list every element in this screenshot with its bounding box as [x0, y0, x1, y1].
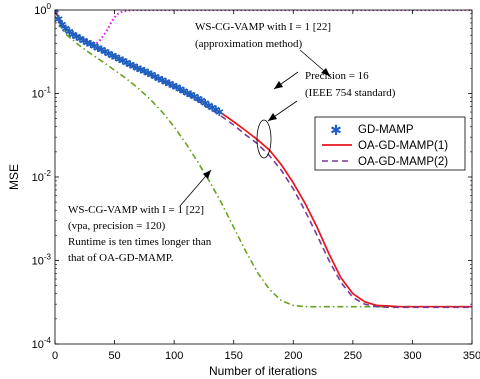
gd-mamp-marker: ✱ [129, 60, 138, 73]
gd-mamp-marker: ✱ [204, 99, 213, 112]
legend-item-oa-gd-mamp-2: OA-GD-MAMP(2) [322, 156, 448, 168]
x-tick-label: 200 [284, 350, 302, 362]
gd-mamp-marker: ✱ [61, 23, 70, 36]
x-axis-label: Number of iterations [209, 364, 317, 378]
gd-mamp-marker: ✱ [193, 93, 202, 106]
legend-marker-star-icon: ✱ [330, 123, 342, 139]
gd-mamp-marker: ✱ [165, 78, 174, 91]
gd-mamp-marker: ✱ [58, 19, 67, 32]
legend-label: OA-GD-MAMP(2) [358, 156, 448, 168]
gd-mamp-marker: ✱ [118, 55, 127, 68]
gd-mamp-marker: ✱ [211, 104, 220, 117]
y-tick-label: 10-2 [32, 169, 52, 184]
x-tick-label: 350 [463, 350, 480, 362]
annotation-vpa-line-1: WS-CG-VAMP with I = 1 [22] [68, 204, 204, 216]
annotation-approx-line-1: WS-CG-VAMP with I = 1 [22] [195, 21, 331, 33]
gd-mamp-marker: ✱ [143, 67, 152, 80]
series-layer: ✱✱✱✱✱✱✱✱✱✱✱✱✱✱✱✱✱✱✱✱✱✱✱✱✱✱✱✱✱✱✱✱✱✱✱✱✱✱✱✱… [50, 4, 472, 309]
ticks-layer: 0 50 100 150 200 250 300 350 100 10-1 10-2 10-3 10-4 [32, 2, 480, 362]
gd-mamp-marker: ✱ [104, 47, 113, 60]
x-tick-label: 50 [108, 350, 120, 362]
annotation-precision16-line-1: Precision = 16 [305, 70, 369, 82]
annotation-precision16-line-2: (IEEE 754 standard) [305, 87, 396, 99]
legend-item-gd-mamp: ✱ GD-MAMP [330, 123, 414, 139]
gd-mamp-marker: ✱ [215, 106, 224, 119]
gd-mamp-marker: ✱ [65, 26, 74, 39]
annotation-vpa-line-3: Runtime is ten times longer than [68, 236, 212, 248]
gd-mamp-marker: ✱ [72, 31, 81, 44]
x-tick-label: 100 [165, 350, 183, 362]
series-line-2 [55, 10, 472, 309]
gd-mamp-marker: ✱ [147, 69, 156, 82]
gd-mamp-marker: ✱ [190, 91, 199, 104]
annotation-approx: WS-CG-VAMP with I = 1 [22] (approximatio… [195, 21, 331, 77]
legend-label: OA-GD-MAMP(1) [358, 140, 448, 152]
y-tick-label: 10-1 [32, 86, 52, 101]
y-axis-label: MSE [7, 164, 21, 190]
gd-mamp-marker: ✱ [100, 46, 109, 59]
gd-mamp-marker: ✱ [111, 51, 120, 64]
gd-mamp-marker: ✱ [158, 74, 167, 87]
gd-mamp-marker: ✱ [140, 65, 149, 78]
y-tick-label: 10-4 [32, 336, 52, 351]
gd-mamp-marker: ✱ [150, 70, 159, 83]
legend: ✱ GD-MAMP OA-GD-MAMP(1) OA-GD-MAMP(2) [314, 116, 466, 171]
gd-mamp-marker: ✱ [197, 95, 206, 108]
gd-mamp-marker: ✱ [108, 49, 117, 62]
gd-mamp-marker: ✱ [175, 83, 184, 96]
annotation-precision16-ellipse [256, 119, 272, 159]
x-tick-label: 250 [344, 350, 362, 362]
gd-mamp-marker: ✱ [136, 63, 145, 76]
x-tick-label: 300 [403, 350, 421, 362]
gd-mamp-marker: ✱ [208, 101, 217, 114]
gd-mamp-marker: ✱ [97, 44, 106, 57]
gd-mamp-marker: ✱ [125, 58, 134, 71]
annotation-precision16-leader-head [268, 113, 277, 121]
annotation-precision16: Precision = 16 (IEEE 754 standard) [256, 70, 396, 159]
annotation-vpa-line-2: (vpa, precision = 120) [68, 220, 166, 232]
annotation-approx-line-2: (approximation method) [195, 38, 303, 50]
gd-mamp-marker: ✱ [183, 87, 192, 100]
gd-mamp-marker: ✱ [168, 79, 177, 92]
gd-mamp-marker: ✱ [179, 85, 188, 98]
gd-mamp-marker: ✱ [161, 76, 170, 89]
gd-mamp-marker: ✱ [83, 36, 92, 49]
annotation-precision16-arrowhead [274, 81, 283, 89]
annotation-vpa-line-4: that of OA-GD-MAMP. [68, 252, 174, 264]
gd-mamp-marker: ✱ [201, 97, 210, 110]
gd-mamp-marker: ✱ [90, 40, 99, 53]
gd-mamp-marker: ✱ [68, 28, 77, 41]
gd-mamp-marker: ✱ [122, 57, 131, 70]
legend-label: GD-MAMP [358, 124, 414, 136]
y-tick-label: 100 [34, 2, 51, 17]
y-tick-label: 10-3 [32, 253, 52, 268]
gd-mamp-marker: ✱ [75, 33, 84, 46]
gd-mamp-marker: ✱ [186, 89, 195, 102]
annotation-vpa-arrowhead [203, 170, 211, 179]
x-tick-label: 0 [52, 350, 58, 362]
gd-mamp-marker: ✱ [115, 53, 124, 66]
gd-mamp-marker: ✱ [172, 81, 181, 94]
annotation-approx-arrowhead [321, 68, 330, 76]
series-line-3 [55, 10, 472, 308]
gd-mamp-marker: ✱ [154, 72, 163, 85]
x-tick-label: 150 [225, 350, 243, 362]
gd-mamp-marker: ✱ [79, 34, 88, 47]
gd-mamp-marker: ✱ [54, 13, 63, 26]
gd-mamp-marker: ✱ [93, 42, 102, 55]
legend-box [314, 116, 466, 171]
gd-mamp-marker: ✱ [133, 62, 142, 75]
annotation-vpa: WS-CG-VAMP with I = 1 [22] (vpa, precisi… [68, 169, 212, 264]
gd-mamp-marker: ✱ [50, 4, 59, 17]
legend-item-oa-gd-mamp-1: OA-GD-MAMP(1) [322, 140, 448, 152]
gd-mamp-marker: ✱ [86, 38, 95, 51]
